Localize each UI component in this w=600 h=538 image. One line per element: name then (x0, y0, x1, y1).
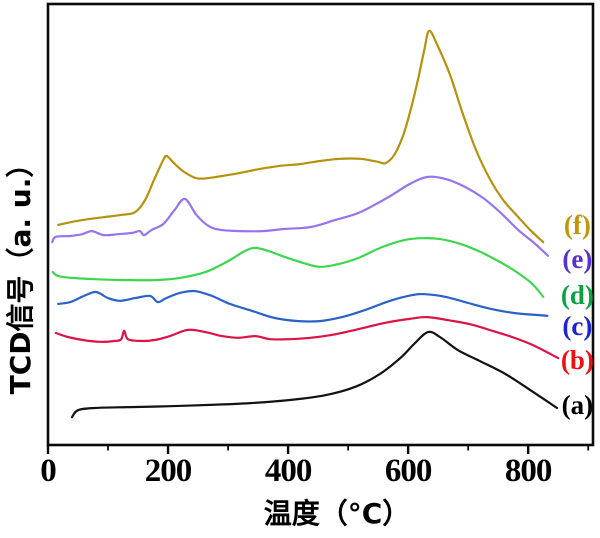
plot-frame (46, 2, 595, 447)
curves-group (51, 29, 560, 419)
curve-b (54, 315, 560, 360)
legend-label-d: (d) (561, 280, 594, 310)
curve-a (70, 330, 559, 419)
curve-e (51, 175, 550, 257)
legend-label-e: (e) (562, 244, 592, 274)
x-tick-label: 0 (40, 453, 56, 489)
curve-c (57, 289, 549, 323)
x-tick-label: 600 (385, 453, 432, 489)
legend-label-b: (b) (561, 345, 594, 375)
y-axis-title: TCD信号（a. u.） (4, 150, 37, 395)
x-tick-label: 200 (145, 453, 192, 489)
legend-label-c: (c) (562, 311, 592, 341)
curve-f (57, 29, 545, 244)
x-tick-label: 800 (505, 453, 552, 489)
legend-group: (a) (b) (c)(d) (e) (f) (561, 210, 594, 420)
x-axis-ticks (46, 445, 590, 454)
x-tick-label: 400 (265, 453, 312, 489)
legend-label-f: (f) (564, 210, 591, 240)
x-axis-tick-labels: 0 200 400 600 800 (40, 453, 553, 489)
x-axis-title: 温度（°C） (264, 497, 411, 530)
legend-label-a: (a) (562, 390, 593, 420)
curve-d (51, 237, 545, 298)
